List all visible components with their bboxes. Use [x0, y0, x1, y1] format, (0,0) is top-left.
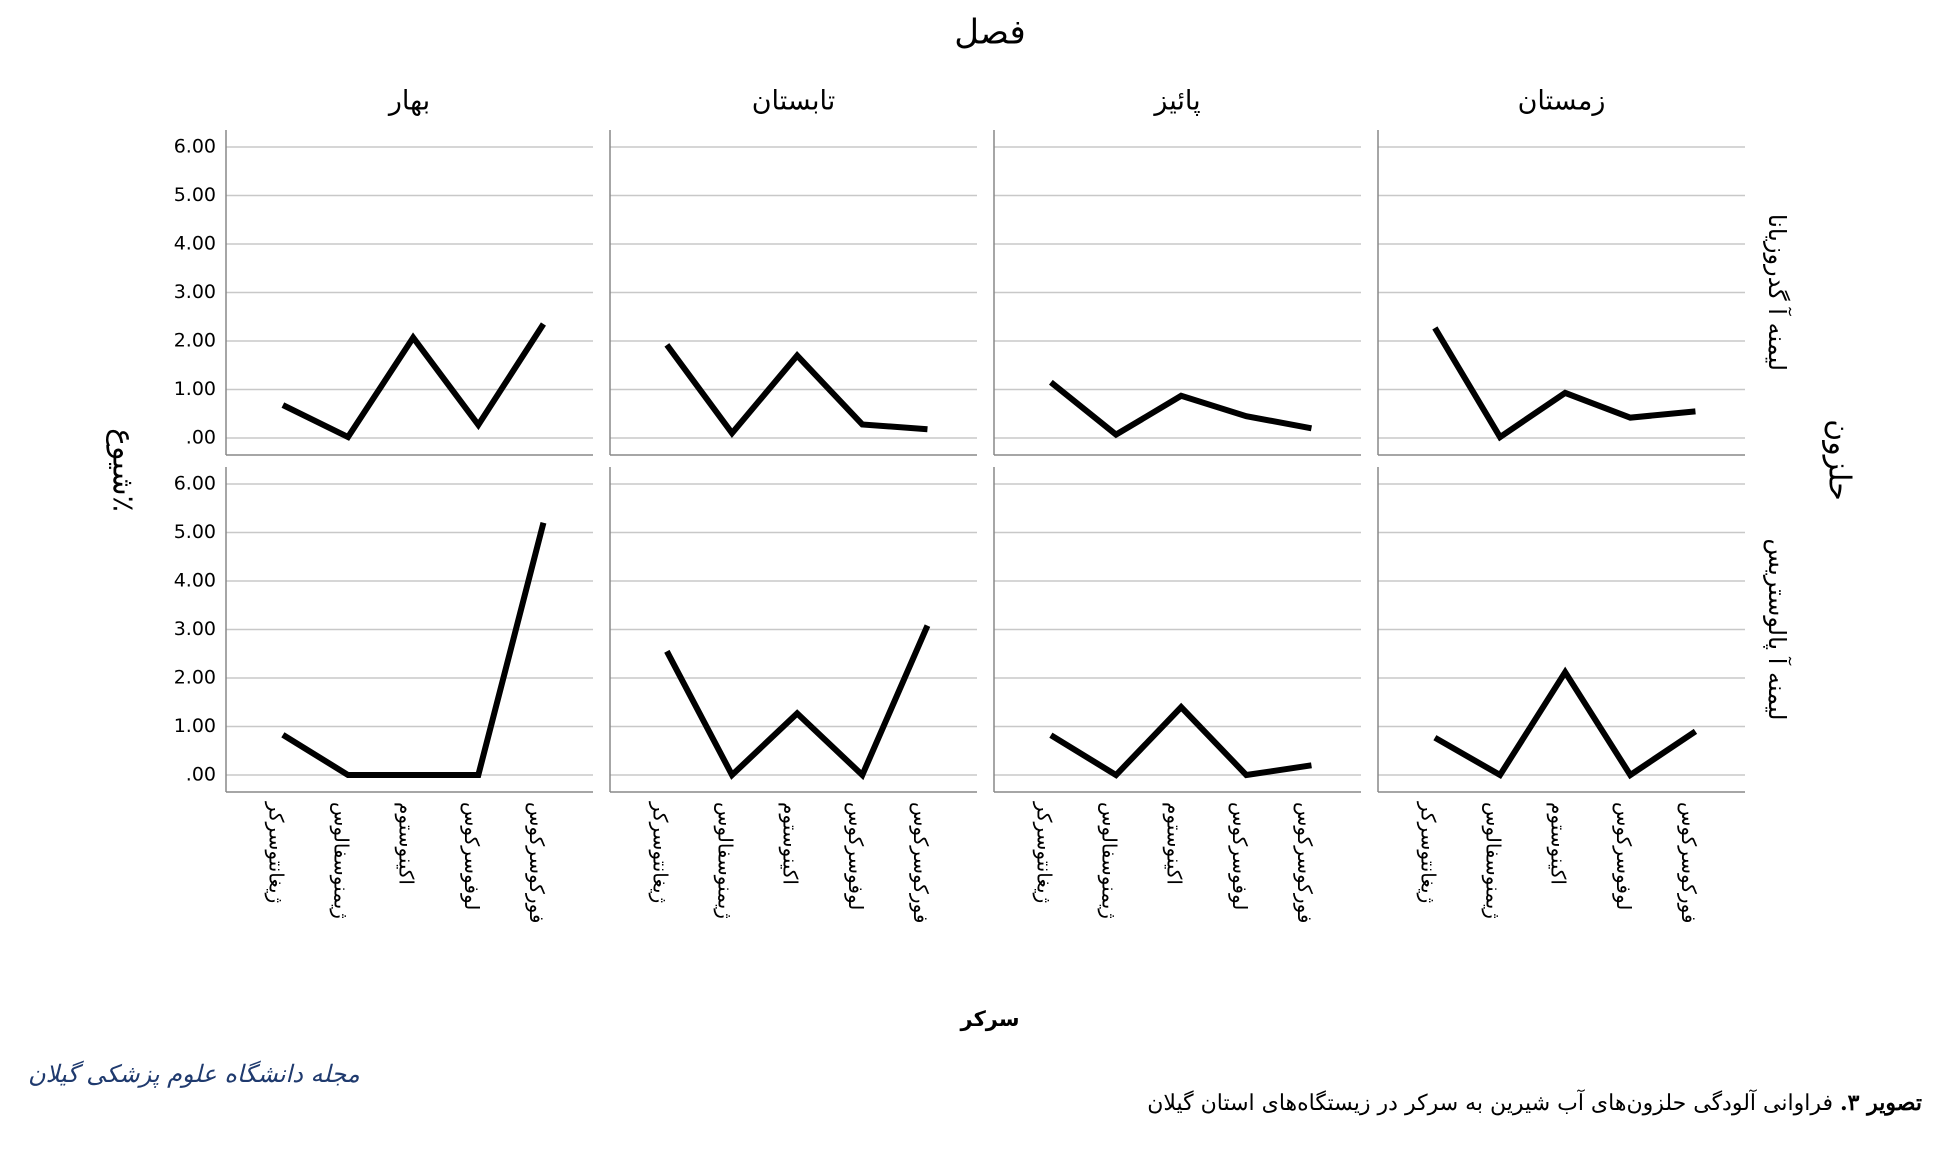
chart: فصل سرکر شیوع٪ حلزون بهار ژیغانتوسرکر ژیمن…	[106, 13, 1857, 1032]
row-label: لیمنه آ گدروزیانا	[1763, 214, 1792, 371]
y-tick-label: 1.00	[174, 378, 216, 400]
x-tick-label: اکینوستوم	[779, 802, 803, 885]
x-tick-label: ژیمنوسفالوس	[1482, 802, 1506, 919]
column-label: بهار	[387, 86, 430, 117]
y-axis-title: شیوع٪	[106, 428, 141, 512]
x-tick-label: فورکوسرکوس	[525, 802, 549, 923]
y-tick-label: 6.00	[174, 472, 216, 494]
caption-label: تصویر ۳.	[1840, 1090, 1922, 1116]
chart-title: فصل	[954, 13, 1026, 53]
y-tick-label: .00	[186, 764, 216, 786]
data-line	[1049, 702, 1312, 779]
column-label: پائیز	[1152, 86, 1200, 117]
x-tick-label: فورکوسرکوس	[909, 802, 933, 923]
x-tick-label: ژیمنوسفالوس	[1098, 802, 1122, 919]
y-tick-label: 5.00	[174, 521, 216, 543]
y-tick-label: 2.00	[174, 330, 216, 352]
data-line	[1049, 379, 1313, 439]
data-line	[1432, 326, 1696, 442]
x-tick-label: اکینوستوم	[1547, 802, 1571, 885]
y-tick-label: 5.00	[174, 184, 216, 206]
y-tick-label: 4.00	[174, 232, 216, 254]
x-tick-label: ژیغانتوسرکر	[1032, 801, 1056, 903]
data-line	[281, 522, 547, 779]
x-tick-label: اکینوستوم	[1163, 802, 1187, 885]
x-tick-label: لوفوسرکوس	[1612, 802, 1636, 910]
x-tick-label: فورکوسرکوس	[1677, 802, 1701, 923]
y-tick-label: 3.00	[174, 618, 216, 640]
x-tick-label: ژیغانتوسرکر	[1416, 801, 1440, 903]
y-tick-label: 1.00	[174, 715, 216, 737]
row-label: لیمنه آ پالوستریس	[1763, 538, 1792, 720]
y-tick-label: 6.00	[174, 135, 216, 157]
x-tick-label: ژیغانتوسرکر	[264, 801, 288, 903]
x-tick-label: لوفوسرکوس	[460, 802, 484, 910]
data-line	[281, 322, 546, 441]
column-label: تابستان	[752, 86, 836, 117]
caption: تصویر ۳. فراوانی آلودگی حلزون‌های آب شیر…	[1147, 1090, 1922, 1116]
x-tick-label: لوفوسرکوس	[844, 802, 868, 910]
caption-text: فراوانی آلودگی حلزون‌های آب شیرین به سرک…	[1147, 1091, 1833, 1116]
y-tick-label: 3.00	[174, 281, 216, 303]
x-tick-label: ژیمنوسفالوس	[330, 802, 354, 919]
row-axis-title: حلزون	[1822, 419, 1857, 501]
y-tick-label: 4.00	[174, 569, 216, 591]
data-line	[1433, 666, 1698, 780]
x-axis-title: سرکر	[960, 1007, 1020, 1031]
x-tick-label: ژیمنوسفالوس	[714, 802, 738, 919]
journal-logo: مجله دانشگاه علوم پزشکی گیلان	[28, 1060, 360, 1088]
y-tick-label: .00	[186, 427, 216, 449]
data-line	[664, 624, 931, 781]
column-label: زمستان	[1518, 86, 1606, 117]
x-tick-label: ژیغانتوسرکر	[648, 801, 672, 903]
x-tick-label: اکینوستوم	[395, 802, 419, 885]
data-line	[664, 343, 928, 439]
x-tick-label: فورکوسرکوس	[1293, 802, 1317, 923]
y-tick-label: 2.00	[174, 667, 216, 689]
x-tick-label: لوفوسرکوس	[1228, 802, 1252, 910]
